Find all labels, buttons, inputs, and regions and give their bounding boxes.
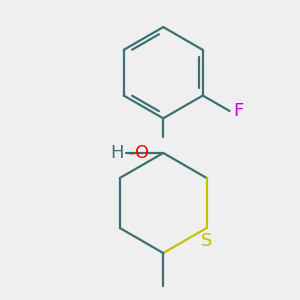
Text: -O: -O [128,144,149,162]
Text: S: S [201,232,212,250]
Text: H: H [110,144,124,162]
Text: F: F [233,102,244,120]
